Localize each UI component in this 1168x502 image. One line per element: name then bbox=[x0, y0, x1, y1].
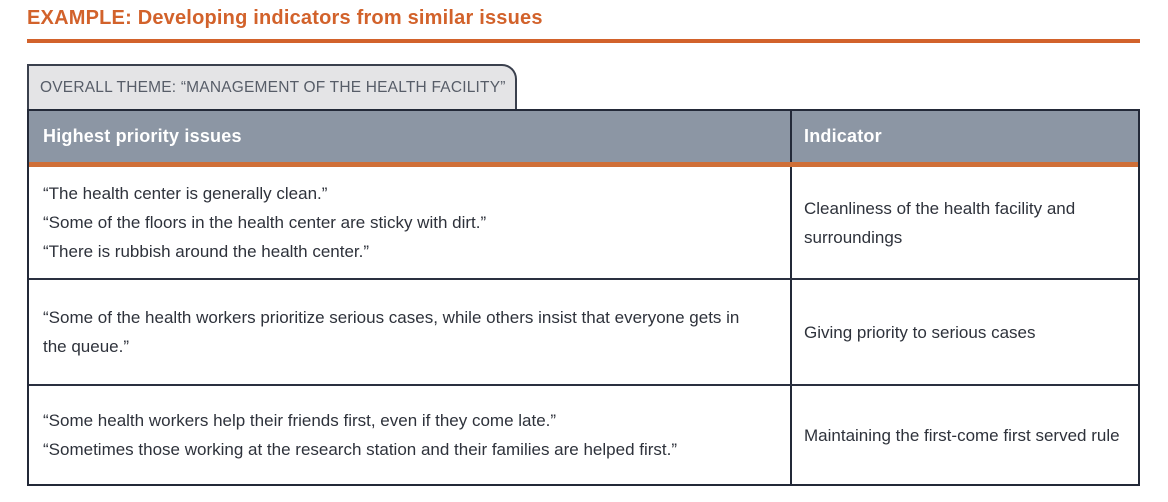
indicators-table: Highest priority issues Indicator “The h… bbox=[27, 109, 1140, 486]
table-header-row: Highest priority issues Indicator bbox=[29, 111, 1138, 167]
issues-cell: “Some of the health workers prioritize s… bbox=[29, 280, 790, 384]
issue-quote: “Some of the health workers prioritize s… bbox=[43, 308, 740, 356]
column-header-indicator: Indicator bbox=[790, 111, 1138, 162]
indicator-cell: Cleanliness of the health facility and s… bbox=[790, 167, 1138, 278]
overall-theme-tab: OVERALL THEME: “MANAGEMENT OF THE HEALTH… bbox=[27, 64, 517, 109]
indicator-cell: Giving priority to serious cases bbox=[790, 280, 1138, 384]
indicator-cell: Maintaining the first-come first served … bbox=[790, 386, 1138, 484]
title-underline-rule bbox=[27, 39, 1140, 43]
issue-quote: “Some of the floors in the health center… bbox=[43, 213, 487, 232]
page-title: EXAMPLE: Developing indicators from simi… bbox=[27, 7, 543, 29]
table-row: “Some of the health workers prioritize s… bbox=[29, 278, 1138, 384]
table-row: “The health center is generally clean.” … bbox=[29, 167, 1138, 278]
issues-cell: “Some health workers help their friends … bbox=[29, 386, 790, 484]
overall-theme-label: OVERALL THEME: “MANAGEMENT OF THE HEALTH… bbox=[40, 78, 506, 96]
column-header-highest-priority-issues: Highest priority issues bbox=[43, 126, 242, 146]
indicator-text: Maintaining the first-come first served … bbox=[804, 425, 1120, 445]
indicator-text: Cleanliness of the health facility and s… bbox=[804, 198, 1076, 247]
issue-quote: “The health center is generally clean.” bbox=[43, 184, 328, 203]
issue-quote: “Sometimes those working at the research… bbox=[43, 440, 678, 459]
table-row: “Some health workers help their friends … bbox=[29, 384, 1138, 484]
indicator-text: Giving priority to serious cases bbox=[804, 322, 1036, 342]
issues-cell: “The health center is generally clean.” … bbox=[29, 167, 790, 278]
issue-quote: “Some health workers help their friends … bbox=[43, 411, 557, 430]
content-area: EXAMPLE: Developing indicators from simi… bbox=[27, 0, 1140, 486]
issue-quote: “There is rubbish around the health cent… bbox=[43, 242, 370, 261]
